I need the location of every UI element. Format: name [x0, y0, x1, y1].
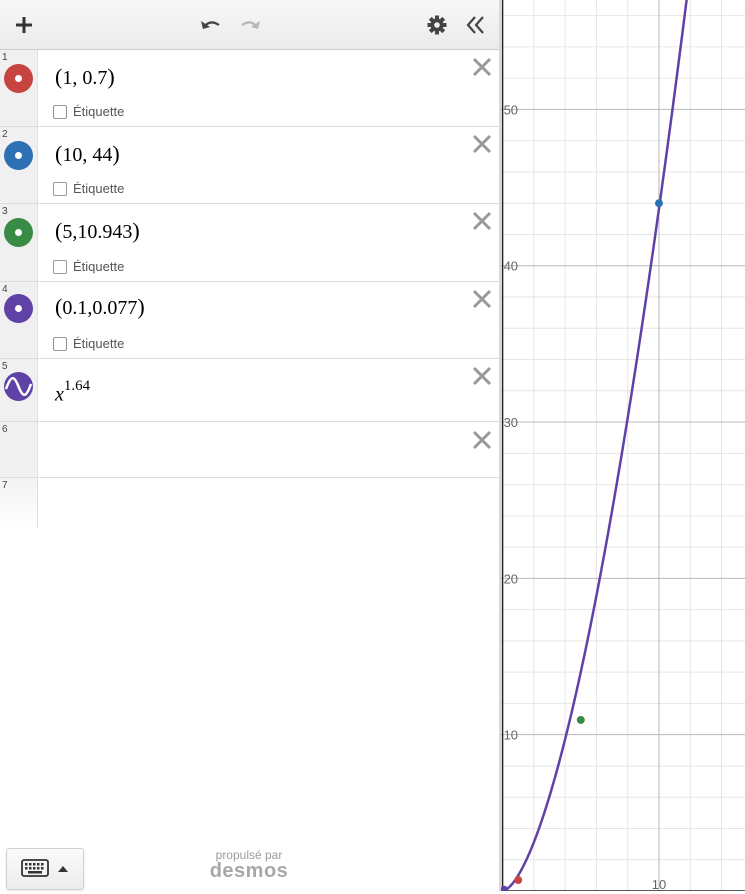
y-tick-label: 50 — [504, 102, 518, 117]
undo-button[interactable] — [197, 12, 225, 38]
graph-points — [501, 199, 663, 891]
point-color-icon[interactable] — [4, 294, 33, 323]
row-number: 1 — [2, 52, 8, 63]
expression-row-4[interactable]: 4 (0.1,0.077) Étiquette — [0, 282, 499, 359]
delete-expression-icon[interactable] — [471, 133, 493, 155]
expression-input[interactable]: (5,10.943) — [55, 218, 140, 243]
expression-input[interactable]: (1, 0.7) — [55, 64, 115, 89]
expression-toolbar — [0, 0, 499, 50]
delete-expression-icon[interactable] — [471, 288, 493, 310]
expression-input[interactable]: (0.1,0.077) — [55, 294, 145, 319]
x-tick-label: 10 — [652, 877, 666, 891]
delete-expression-icon[interactable] — [471, 210, 493, 232]
label-checkbox[interactable] — [53, 336, 67, 351]
new-expression-row[interactable]: 7 — [0, 478, 499, 528]
graph-point-1[interactable] — [514, 876, 523, 885]
y-tick-label: 40 — [504, 259, 518, 274]
label-text: Étiquette — [73, 181, 125, 196]
undo-icon — [201, 21, 220, 29]
label-text: Étiquette — [73, 259, 125, 274]
function-curve[interactable] — [502, 0, 696, 891]
powered-by-desmos: propulsé par desmos — [200, 848, 298, 883]
expression-input[interactable]: (10, 44) — [55, 141, 120, 166]
keyboard-icon — [21, 859, 68, 877]
wave-icon — [4, 376, 33, 397]
collapse-panel-button[interactable] — [461, 12, 489, 38]
redo-button[interactable] — [236, 12, 264, 38]
expression-gutter — [0, 50, 38, 528]
expression-row-6[interactable]: 6 — [0, 422, 499, 478]
panel-divider[interactable] — [499, 0, 501, 891]
add-button[interactable] — [10, 12, 38, 38]
expression-input[interactable]: x1.64 — [55, 378, 91, 406]
expression-row-3[interactable]: 3 (5,10.943) Étiquette — [0, 204, 499, 282]
label-text: Étiquette — [73, 104, 125, 119]
graph-point-3[interactable] — [576, 715, 585, 724]
row-number: 7 — [2, 480, 8, 491]
label-toggle[interactable]: Étiquette — [53, 336, 124, 351]
label-checkbox[interactable] — [53, 181, 67, 196]
delete-expression-icon[interactable] — [471, 56, 493, 78]
y-tick-label: 30 — [504, 415, 518, 430]
row-number: 4 — [2, 284, 8, 295]
graph-paper[interactable]: 10 20 30 40 50 10 — [501, 0, 745, 891]
row-number: 6 — [2, 424, 8, 435]
delete-expression-icon[interactable] — [471, 429, 493, 451]
label-checkbox[interactable] — [53, 104, 67, 119]
y-tick-label: 10 — [504, 728, 518, 743]
settings-button[interactable] — [423, 12, 451, 38]
label-toggle[interactable]: Étiquette — [53, 181, 124, 196]
row-number: 5 — [2, 361, 8, 372]
label-checkbox[interactable] — [53, 259, 67, 274]
label-toggle[interactable]: Étiquette — [53, 104, 124, 119]
point-color-icon[interactable] — [4, 64, 33, 93]
gear-icon — [427, 15, 447, 35]
expression-panel: 1 (1, 0.7) Étiquette 2 (10, 44) Étiquett… — [0, 0, 499, 891]
desmos-logo: desmos — [209, 860, 289, 882]
caret-up-icon — [58, 866, 68, 872]
label-toggle[interactable]: Étiquette — [53, 259, 124, 274]
point-color-icon[interactable] — [4, 218, 33, 247]
row-number: 3 — [2, 206, 8, 217]
expression-row-1[interactable]: 1 (1, 0.7) Étiquette — [0, 50, 499, 127]
function-color-icon[interactable] — [4, 372, 33, 401]
expression-row-5[interactable]: 5 x1.64 — [0, 359, 499, 422]
point-color-icon[interactable] — [4, 141, 33, 170]
keyboard-toggle-button[interactable] — [6, 848, 84, 890]
expression-row-2[interactable]: 2 (10, 44) Étiquette — [0, 127, 499, 204]
powered-by-text: propulsé par — [215, 848, 283, 862]
label-text: Étiquette — [73, 336, 125, 351]
axes — [501, 0, 745, 891]
row-number: 2 — [2, 129, 8, 140]
minor-gridlines — [501, 0, 745, 891]
graph-point-4[interactable] — [501, 885, 509, 891]
tick-labels: 10 20 30 40 50 10 — [504, 102, 667, 891]
redo-icon — [241, 21, 260, 29]
graph-point-2[interactable] — [654, 199, 663, 208]
double-chevron-left-icon — [466, 16, 484, 34]
expression-input[interactable] — [55, 436, 455, 460]
plus-icon — [16, 17, 32, 33]
y-tick-label: 20 — [504, 571, 518, 586]
delete-expression-icon[interactable] — [471, 365, 493, 387]
graph-canvas[interactable]: 10 20 30 40 50 10 — [501, 0, 745, 891]
